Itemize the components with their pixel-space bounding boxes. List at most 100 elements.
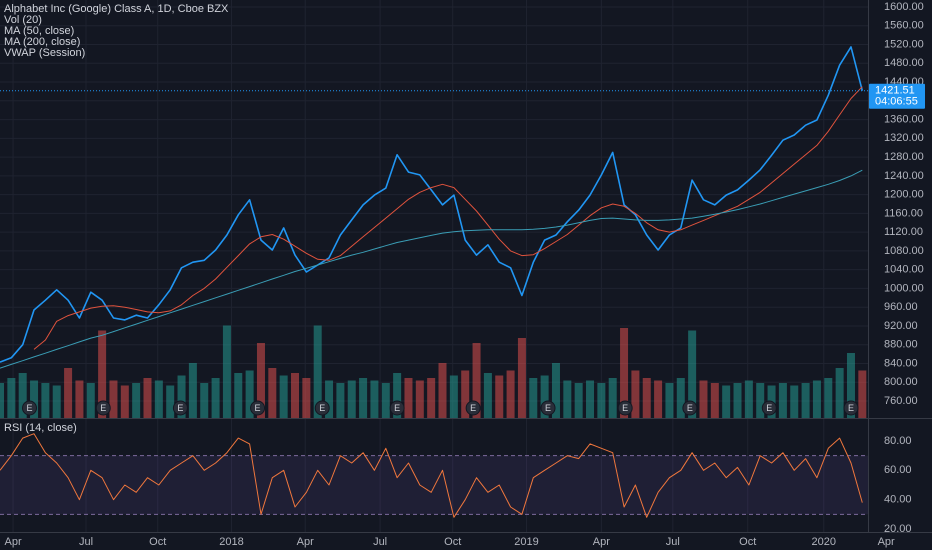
y-tick-label: 1480.00 [884,57,924,69]
series-line [0,46,864,363]
y-tick-label: 1560.00 [884,20,924,32]
y-tick-label: 80.00 [884,435,912,447]
volume-bar [835,368,844,418]
earnings-label: E [766,403,772,413]
earnings-label: E [177,403,183,413]
volume-bar [529,378,538,418]
volume-bar [18,373,27,418]
volume-bar [188,363,197,418]
y-tick-label: 20.00 [884,523,912,535]
volume-bar [86,383,95,418]
x-tick-label: 2020 [812,536,836,548]
earnings-marker [22,400,38,416]
x-tick-label: Apr [878,536,895,548]
series-line [33,86,863,350]
volume-bar [654,380,663,418]
countdown-label: 04:06:55 [875,96,918,108]
earnings-marker [172,400,188,416]
volume-bar [699,380,708,418]
volume-bar [30,380,39,418]
earnings-label: E [848,403,854,413]
y-tick-label: 1600.00 [884,1,924,13]
volume-bar [347,380,356,418]
x-tick-label: 2018 [219,536,243,548]
earnings-marker [761,400,777,416]
volume-bar [154,380,163,418]
volume-bar [166,385,175,418]
volume-bar [279,375,288,418]
volume-bar [517,338,526,418]
volume-bar [359,378,368,418]
earnings-label: E [470,403,476,413]
volume-bar [688,330,697,418]
earnings-marker [465,400,481,416]
rsi-band [0,455,868,515]
x-tick-label: Jul [666,536,680,548]
earnings-label: E [26,403,32,413]
last-price-tag [869,83,925,109]
volume-bar [631,370,640,418]
x-tick-label: Apr [4,536,21,548]
volume-bar [744,380,753,418]
y-tick-label: 1000.00 [884,282,924,294]
volume-bar [733,383,742,418]
y-tick-label: 1200.00 [884,189,924,201]
x-tick-label: Apr [593,536,610,548]
volume-bar [801,383,810,418]
chart-title: Alphabet Inc (Google) Class A, 1D, Cboe … [4,3,229,15]
volume-bar [846,353,855,418]
earnings-marker [617,400,633,416]
y-tick-label: 1520.00 [884,38,924,50]
volume-bar [620,328,629,418]
volume-bar [722,385,731,418]
volume-bar [824,378,833,418]
volume-bar [608,378,617,418]
y-tick-label: 1240.00 [884,170,924,182]
earnings-label: E [394,403,400,413]
volume-bar [381,383,390,418]
y-tick-label: 1040.00 [884,264,924,276]
volume-bar [461,370,470,418]
volume-bar [64,368,73,418]
volume-bar [586,380,595,418]
volume-bar [449,375,458,418]
earnings-marker [95,400,111,416]
last-price-label: 1421.51 [875,85,915,97]
volume-bar [256,343,265,418]
y-tick-label: 1160.00 [884,207,923,219]
earnings-label: E [545,403,551,413]
earnings-label: E [319,403,325,413]
earnings-marker [250,400,266,416]
volume-bar [177,375,186,418]
volume-bar [302,378,311,418]
grid [0,0,868,532]
volume-bar [370,380,379,418]
volume-bar [120,385,129,418]
y-tick-label: 40.00 [884,494,912,506]
y-tick-label: 800.00 [884,376,918,388]
volume-bar [325,380,334,418]
legend-item: Vol (20) [4,14,42,26]
y-tick-label: 920.00 [884,320,918,332]
earnings-marker [843,400,859,416]
y-tick-label: 60.00 [884,464,912,476]
x-tick-label: 2019 [514,536,538,548]
earnings-label: E [622,403,628,413]
earnings-label: E [687,403,693,413]
legend-item: MA (200, close) [4,36,80,48]
volume-bar [574,383,583,418]
y-tick-label: 1320.00 [884,132,924,144]
series-line [0,169,863,369]
y-tick-label: 1280.00 [884,151,924,163]
volume-bar [132,383,141,418]
volume-bar [200,383,209,418]
volume-bar [0,383,4,418]
earnings-marker [314,400,330,416]
volume-bar [245,370,254,418]
x-tick-label: Oct [739,536,756,548]
volume-bar [563,380,572,418]
volume-bar [268,368,277,418]
volume-bar [222,325,231,418]
volume-bar [483,373,492,418]
